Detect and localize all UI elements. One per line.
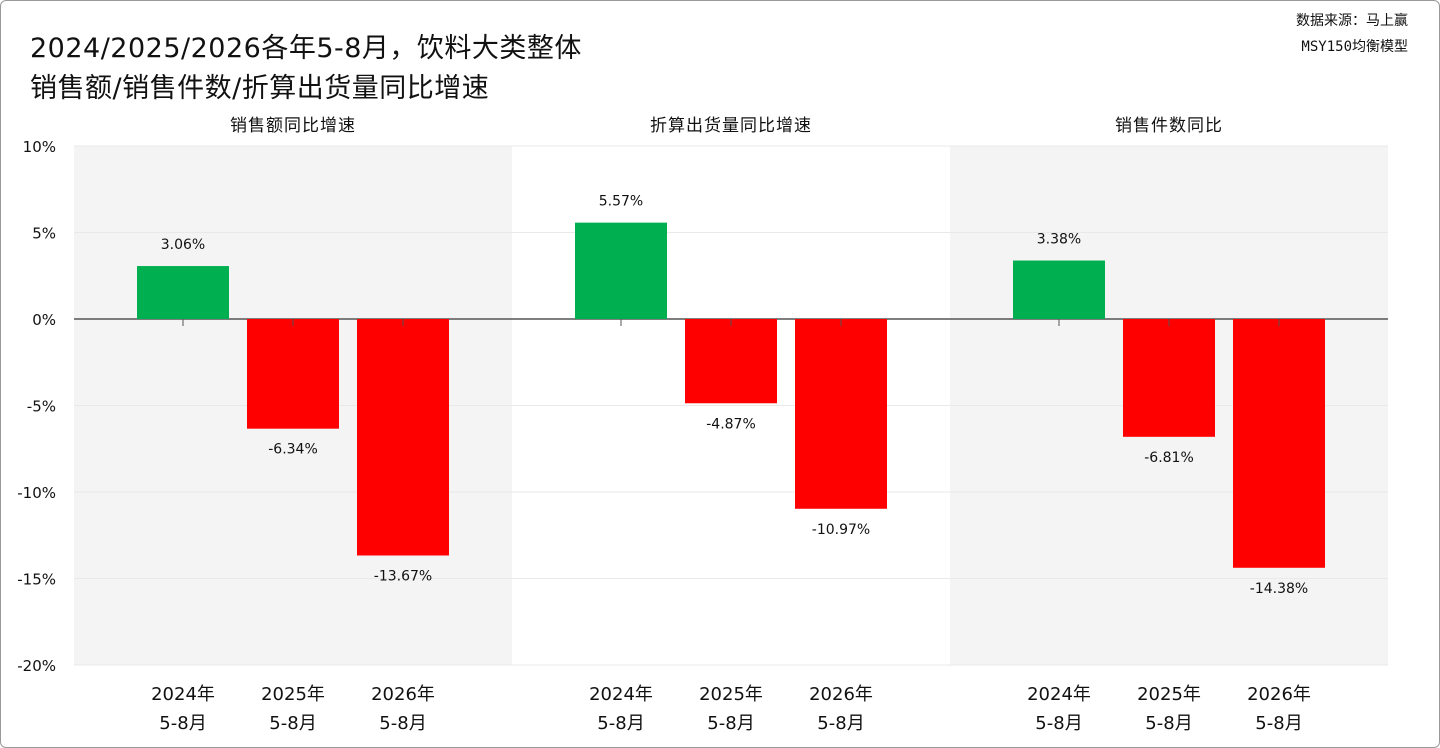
x-tick-label-period: 5-8月: [1255, 713, 1302, 734]
x-tick-label-year: 2026年: [809, 684, 873, 705]
panel-title: 销售件数同比: [1115, 116, 1223, 136]
x-tick-label-period: 5-8月: [269, 713, 316, 734]
bar: [1013, 260, 1105, 319]
bar: [685, 319, 777, 404]
x-tick-label-year: 2026年: [371, 684, 435, 705]
source-line2: MSY150均衡模型: [1301, 39, 1408, 55]
bar: [357, 319, 449, 556]
bar: [137, 266, 229, 319]
bar: [247, 319, 339, 429]
chart-title-line2: 销售额/销售件数/折算出货量同比增速: [30, 73, 490, 104]
y-tick-label: -20%: [17, 657, 56, 675]
source-line1: 数据来源：马上赢: [1296, 13, 1408, 29]
x-tick-label-year: 2024年: [151, 684, 215, 705]
x-tick-label-period: 5-8月: [379, 713, 426, 734]
x-tick-label-period: 5-8月: [707, 713, 754, 734]
y-tick-label: -15%: [17, 571, 56, 589]
y-tick-label: 10%: [23, 138, 56, 156]
data-label: 5.57%: [599, 194, 643, 210]
x-tick-label-period: 5-8月: [817, 713, 864, 734]
data-label: -10.97%: [812, 522, 870, 538]
x-tick-label-period: 5-8月: [1145, 713, 1192, 734]
data-label: -6.34%: [268, 442, 318, 458]
x-tick-label-year: 2024年: [1027, 684, 1091, 705]
x-tick-label-year: 2025年: [1137, 684, 1201, 705]
x-tick-label-period: 5-8月: [159, 713, 206, 734]
bar: [575, 222, 667, 319]
y-tick-label: -5%: [27, 398, 56, 416]
bar: [1123, 319, 1215, 437]
y-tick-label: 0%: [32, 311, 56, 329]
bar: [795, 319, 887, 509]
y-tick-label: -10%: [17, 484, 56, 502]
panel-title: 折算出货量同比增速: [650, 116, 812, 136]
panel-title: 销售额同比增速: [230, 116, 356, 136]
x-tick-label-period: 5-8月: [597, 713, 644, 734]
data-label: -4.87%: [706, 416, 756, 432]
data-label: -14.38%: [1250, 581, 1308, 597]
data-label: -6.81%: [1144, 450, 1194, 466]
data-label: 3.38%: [1037, 232, 1081, 248]
x-tick-label-year: 2025年: [261, 684, 325, 705]
data-label: -13.67%: [374, 568, 432, 584]
x-tick-label-year: 2024年: [589, 684, 653, 705]
x-tick-label-year: 2026年: [1247, 684, 1311, 705]
x-tick-label-year: 2025年: [699, 684, 763, 705]
data-source: 数据来源：马上赢 MSY150均衡模型: [1296, 8, 1408, 60]
chart-title-line1: 2024/2025/2026各年5-8月，饮料大类整体: [30, 33, 582, 64]
y-tick-label: 5%: [32, 225, 56, 243]
x-tick-label-period: 5-8月: [1035, 713, 1082, 734]
bar: [1233, 319, 1325, 568]
data-label: 3.06%: [161, 237, 205, 253]
